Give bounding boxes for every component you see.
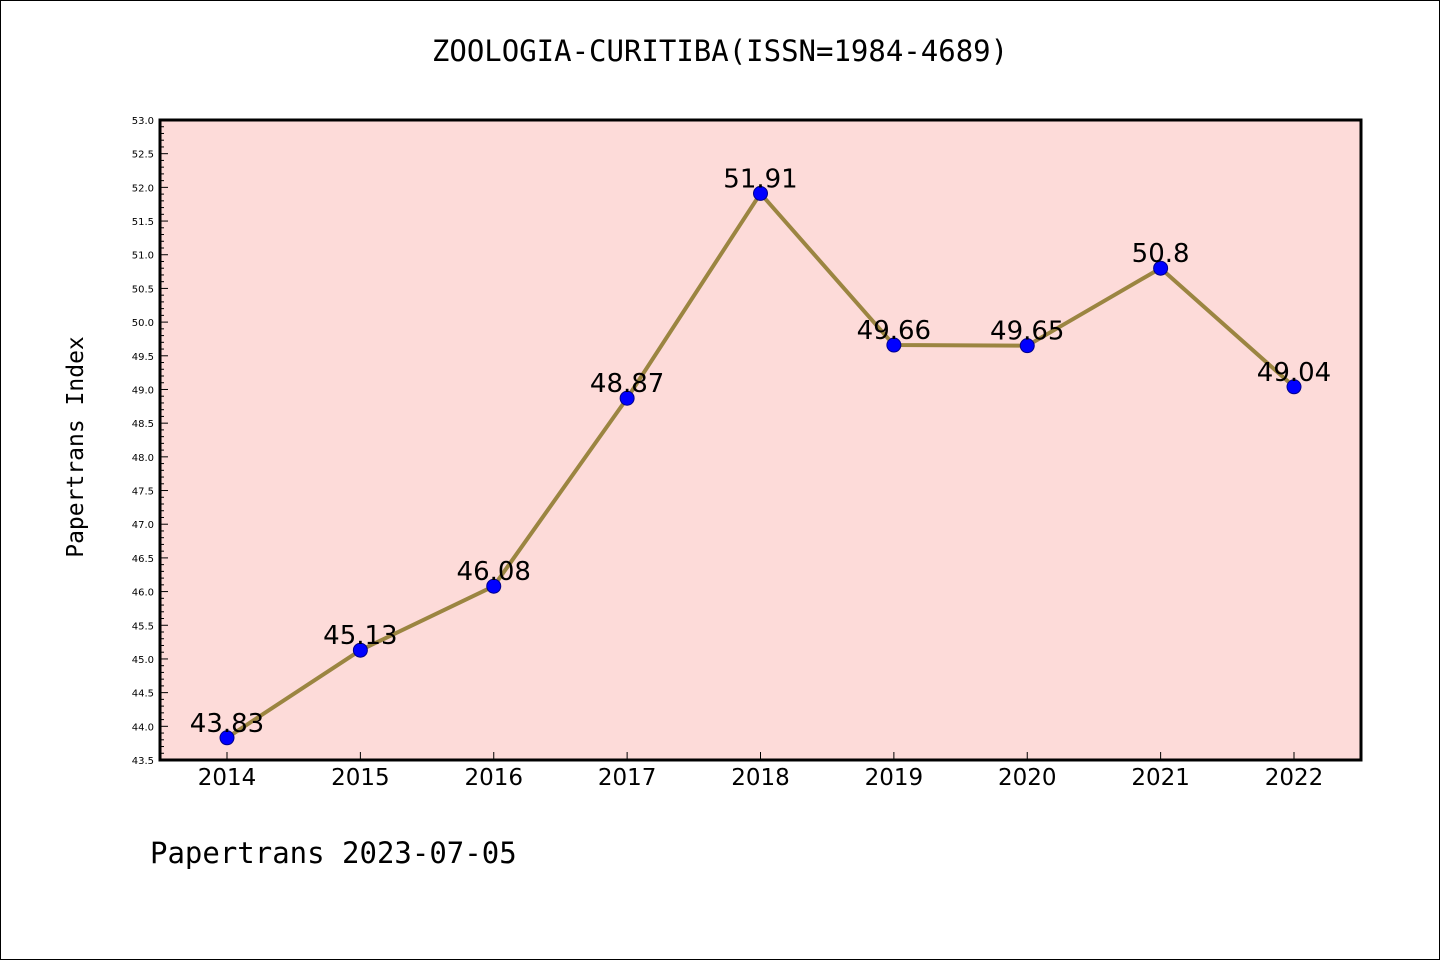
y-tick-label: 51.5 bbox=[132, 217, 154, 228]
y-axis-ticks: 43.5 44.0 44.5 45.0 45.5 46.0 46.5 47.0 47.5 48.0… bbox=[132, 116, 168, 767]
data-label: 43.83 bbox=[190, 709, 264, 739]
y-tick-label: 45.5 bbox=[132, 621, 154, 632]
data-point bbox=[1286, 379, 1302, 395]
x-tick-label: 2021 bbox=[1131, 765, 1190, 791]
y-tick-label: 51.0 bbox=[132, 251, 154, 262]
y-tick-label: 50.0 bbox=[132, 318, 154, 329]
data-point bbox=[219, 730, 235, 746]
y-tick-label: 52.0 bbox=[132, 183, 154, 194]
data-label: 46.08 bbox=[457, 557, 531, 587]
x-tick-label: 2015 bbox=[331, 765, 390, 791]
y-tick-label: 46.5 bbox=[132, 554, 154, 565]
y-tick-label: 48.5 bbox=[132, 419, 154, 430]
y-tick-label: 46.0 bbox=[132, 588, 154, 599]
data-labels: 43.83 45.13 46.08 48.87 51.91 49.66 49.65 50.8 4… bbox=[190, 164, 1331, 738]
data-point bbox=[1153, 260, 1169, 276]
y-tick-label: 50.5 bbox=[132, 284, 154, 295]
x-axis-ticks: 2014 2015 2016 2017 2018 2019 2020 2021 2022 bbox=[198, 752, 1324, 791]
data-label: 48.87 bbox=[590, 369, 664, 399]
y-tick-label: 44.5 bbox=[132, 689, 154, 700]
y-tick-label: 47.5 bbox=[132, 487, 154, 498]
data-label: 49.66 bbox=[857, 316, 931, 346]
data-label: 45.13 bbox=[323, 621, 397, 651]
data-label: 51.91 bbox=[723, 164, 797, 194]
y-tick-label: 49.5 bbox=[132, 352, 154, 363]
chart-title: ZOOLOGIA-CURITIBA(ISSN=1984-4689) bbox=[431, 34, 1009, 68]
x-tick-label: 2022 bbox=[1265, 765, 1324, 791]
y-tick-label: 44.0 bbox=[132, 722, 154, 733]
y-tick-label: 52.5 bbox=[132, 150, 154, 161]
y-tick-label: 45.0 bbox=[132, 655, 154, 666]
data-point bbox=[486, 578, 502, 594]
x-tick-label: 2018 bbox=[731, 765, 790, 791]
x-tick-label: 2020 bbox=[998, 765, 1057, 791]
data-label: 50.8 bbox=[1132, 239, 1190, 269]
data-point bbox=[1019, 338, 1035, 354]
y-tick-label: 43.5 bbox=[132, 756, 154, 767]
x-tick-label: 2019 bbox=[865, 765, 924, 791]
data-point bbox=[352, 642, 368, 658]
y-tick-label: 53.0 bbox=[132, 116, 154, 127]
data-point bbox=[886, 337, 902, 353]
y-tick-label: 49.0 bbox=[132, 385, 154, 396]
y-tick-label: 47.0 bbox=[132, 520, 154, 531]
data-label: 49.04 bbox=[1257, 358, 1331, 388]
x-tick-label: 2017 bbox=[598, 765, 657, 791]
series bbox=[219, 185, 1302, 746]
footer-source-date: Papertrans 2023-07-05 bbox=[150, 836, 517, 870]
data-point bbox=[619, 390, 635, 406]
data-label: 49.65 bbox=[990, 317, 1064, 347]
data-point bbox=[753, 185, 768, 201]
y-tick-label: 48.0 bbox=[132, 453, 154, 464]
x-tick-label: 2016 bbox=[464, 765, 523, 791]
x-tick-label: 2014 bbox=[198, 765, 257, 791]
